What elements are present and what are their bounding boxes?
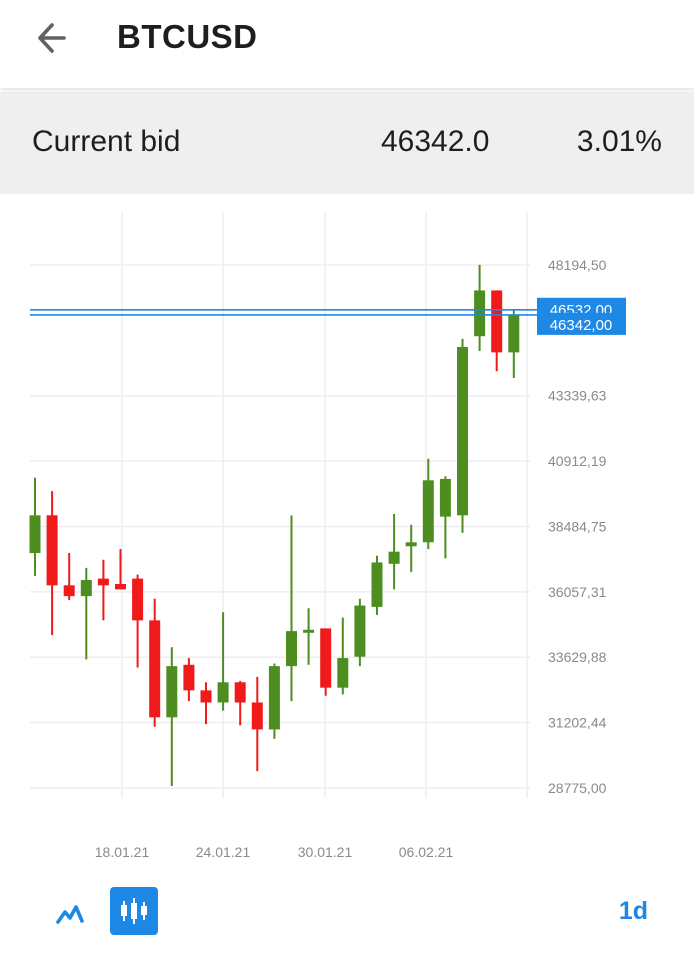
current-bid-bar: Current bid 46342.0 3.01% [0,92,694,194]
y-tick-label: 40912,19 [548,453,607,469]
candle-body [149,620,161,718]
candle-body [337,658,349,688]
candle-body [268,666,280,730]
candle-body [354,605,366,657]
line-chart-button[interactable] [52,895,88,931]
x-tick-label: 24.01.21 [196,844,251,860]
y-tick-label: 43339,63 [548,388,607,404]
y-tick-label: 33629,88 [548,649,607,665]
candle-body [234,682,246,703]
candle-body [132,578,144,621]
chart-toolbar [0,880,694,950]
candle-body [166,666,178,718]
candle-body [97,578,109,586]
y-tick-label: 28775,00 [548,780,607,796]
candle-body [422,480,434,543]
candle-body [80,579,92,597]
candlestick-chart-button[interactable] [110,887,158,935]
candle-body [251,702,263,730]
back-button[interactable] [30,14,78,62]
candle-body [63,585,75,597]
current-bid-label: Current bid [32,125,181,158]
candle-body [405,542,417,547]
x-tick-label: 30.01.21 [298,844,353,860]
line-chart-icon [56,905,84,924]
y-tick-label: 38484,75 [548,519,607,535]
candle-body [320,628,332,688]
x-tick-label: 06.02.21 [399,844,454,860]
price-tag-label: 46342,00 [550,317,613,334]
candlestick-chart[interactable]: 48194,50 43339,63 40912,19 38484,75 36057,31… [0,194,694,870]
candle-body [474,290,486,337]
arrow-left-icon [38,23,66,53]
candle-body [200,690,212,703]
candle-body [217,682,229,703]
candle-body [491,290,503,353]
y-tick-label: 48194,50 [548,257,607,273]
y-tick-label: 36057,31 [548,584,607,600]
candlestick-icon [121,898,147,924]
current-bid-value: 46342.0 [381,125,490,158]
price-change-percent: 3.01% [576,125,662,158]
timeframe-button[interactable]: 1d [618,897,648,925]
page-title: BTCUSD [117,18,258,55]
chart-canvas[interactable]: 48194,50 43339,63 40912,19 38484,75 36057,31… [0,194,694,870]
candle-body [29,515,41,554]
price-tag [537,312,626,335]
x-tick-label: 18.01.21 [95,844,150,860]
candle-body [286,631,297,667]
candle-body [388,551,400,564]
top-app-bar: BTCUSD [0,0,694,88]
candle-body [115,583,126,590]
candle-body [439,478,451,517]
candle-body [508,314,520,353]
candle-body [183,664,195,691]
candle-body [46,515,58,586]
candle-body [371,562,383,607]
y-tick-label: 31202,44 [548,715,607,731]
candle-body [457,346,468,516]
candle-body [303,629,315,633]
